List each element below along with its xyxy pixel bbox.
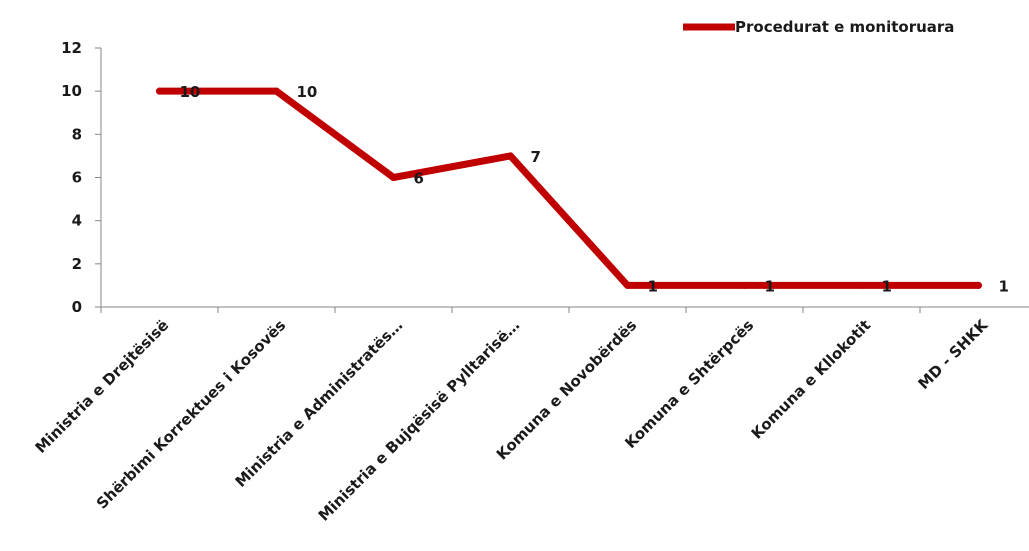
data-labels: 10 10 6 7 1 1 1 1 (180, 83, 1009, 295)
y-tick-label: 6 (72, 169, 82, 187)
data-point (741, 281, 748, 289)
data-label: 6 (414, 170, 424, 188)
x-tick-label: Ministria e Drejtësisë (32, 316, 173, 457)
data-label: 1 (882, 277, 892, 295)
series-group (156, 87, 982, 289)
y-tick-label: 0 (72, 298, 82, 316)
axes: 0 2 4 6 8 10 12 Ministria e DrejtësisëShërbimi… (32, 39, 1029, 525)
y-ticks: 0 2 4 6 8 10 12 (61, 39, 101, 316)
y-tick-label: 12 (61, 39, 82, 57)
data-label: 7 (531, 148, 541, 166)
data-label: 10 (297, 83, 318, 101)
x-tick-label: Komuna e Shtërpcës (621, 316, 757, 452)
data-point (507, 152, 514, 160)
data-point (624, 281, 631, 289)
data-label: 1 (999, 277, 1009, 295)
x-tick-label: Komuna e Novobërdës (493, 316, 640, 463)
data-label: 1 (765, 277, 775, 295)
y-tick-label: 2 (72, 255, 82, 273)
data-point (273, 87, 280, 95)
y-tick-label: 4 (72, 212, 82, 230)
data-point (156, 87, 163, 95)
x-tick-label: MD - SHKK (914, 315, 992, 393)
y-tick-label: 10 (61, 82, 82, 100)
y-tick-label: 8 (72, 125, 82, 143)
data-point (858, 281, 865, 289)
data-point (390, 174, 397, 181)
x-tick-label: Ministria e Bujqësisë Pylltarisë… (315, 316, 524, 525)
x-tick-label: Komuna e Kllokotit (748, 316, 875, 443)
legend: Procedurat e monitoruara (683, 18, 954, 36)
series-line (156, 87, 982, 289)
legend-label: Procedurat e monitoruara (735, 18, 954, 36)
data-label: 1 (648, 277, 658, 295)
data-label: 10 (180, 83, 201, 101)
data-point (975, 281, 982, 289)
x-tick-label: Shërbimi Korrektues i Kosovës (93, 316, 290, 513)
